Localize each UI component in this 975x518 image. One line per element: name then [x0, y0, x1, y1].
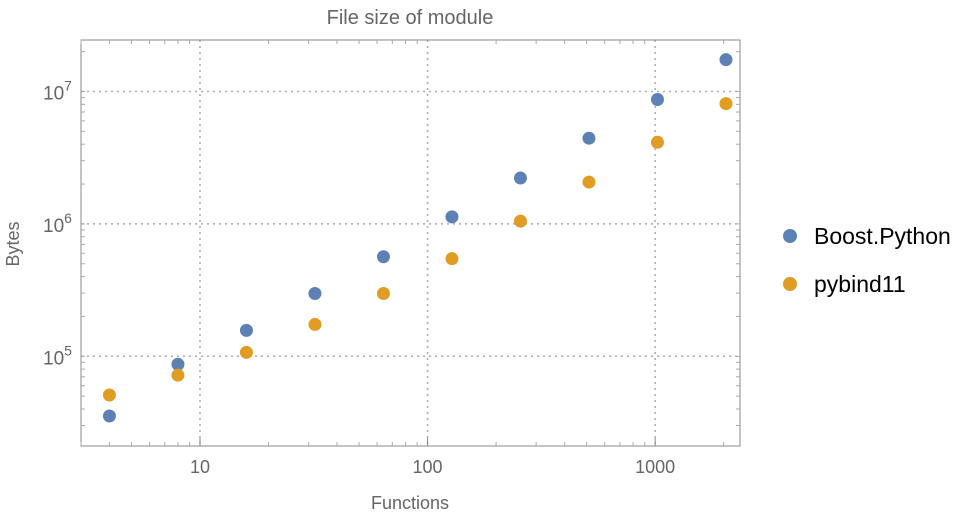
legend-marker: [783, 229, 797, 243]
point-boost-python: [445, 210, 459, 224]
legend-label: Boost.Python: [814, 223, 951, 249]
x-axis-label: Functions: [371, 493, 449, 513]
point-pybind11: [650, 135, 664, 149]
y-tick-base: 10: [43, 216, 64, 237]
point-pybind11: [719, 97, 733, 111]
plot-frame: [80, 39, 741, 447]
point-pybind11: [513, 214, 527, 228]
y-tick-label: 107: [43, 78, 72, 105]
point-boost-python: [171, 357, 185, 371]
point-pybind11: [239, 345, 253, 359]
point-boost-python: [102, 409, 116, 423]
point-boost-python: [719, 53, 733, 67]
point-pybind11: [102, 388, 116, 402]
legend: Boost.Python pybind11: [783, 223, 951, 297]
y-tick-exponent: 7: [64, 78, 72, 94]
x-tick-label: 100: [413, 457, 443, 477]
grid: [81, 40, 740, 446]
point-pybind11: [445, 252, 459, 266]
y-tick-exponent: 6: [64, 210, 72, 226]
point-boost-python: [239, 323, 253, 337]
point-pybind11: [376, 286, 390, 300]
point-boost-python: [650, 93, 664, 107]
y-tick-label: 105: [43, 342, 72, 369]
y-tick-label: 106: [43, 210, 72, 237]
point-pybind11: [171, 368, 185, 382]
point-pybind11: [308, 317, 322, 331]
point-boost-python: [308, 286, 322, 300]
point-boost-python: [376, 250, 390, 264]
legend-label: pybind11: [814, 271, 906, 297]
chart-title: File size of module: [327, 7, 494, 29]
x-tick-label: 1000: [635, 457, 675, 477]
point-pybind11: [582, 175, 596, 189]
y-tick-base: 10: [43, 348, 64, 369]
y-tick-exponent: 5: [64, 342, 72, 358]
point-boost-python: [582, 131, 596, 145]
y-tick-base: 10: [43, 84, 64, 105]
point-boost-python: [513, 171, 527, 185]
legend-marker: [783, 277, 797, 291]
data-points: [102, 53, 733, 423]
x-tick-label: 10: [190, 457, 210, 477]
y-axis-label: Bytes: [3, 221, 23, 266]
